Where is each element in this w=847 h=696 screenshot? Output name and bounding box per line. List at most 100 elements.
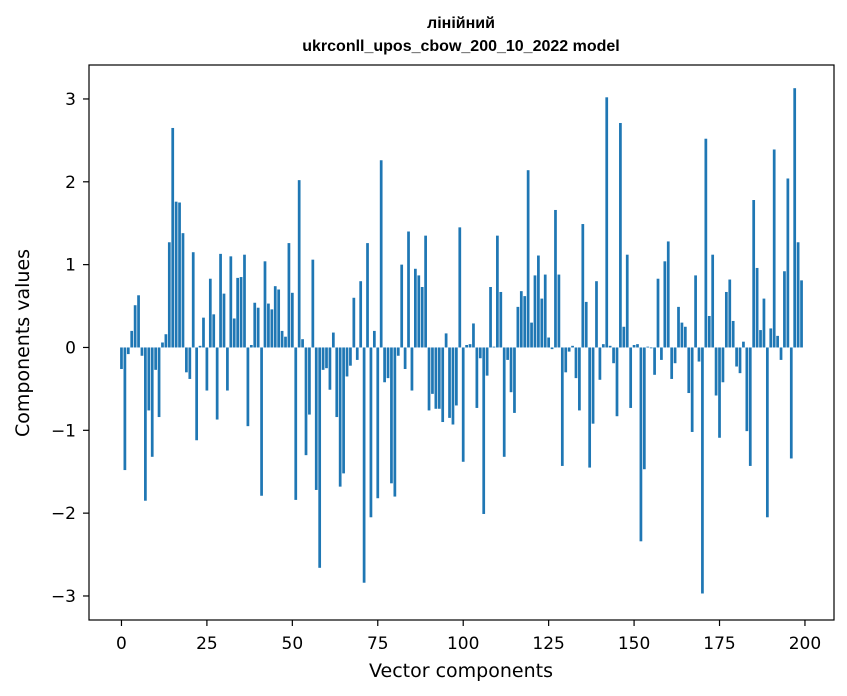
bar-144 [612,347,615,364]
bar-88 [420,287,424,348]
bar-64 [338,347,342,487]
bar-119 [526,170,530,348]
bar-43 [267,303,270,348]
bar-91 [431,347,434,394]
bar-132 [571,345,574,348]
bar-10 [154,347,157,370]
bar-25 [205,347,209,391]
bar-81 [396,347,400,356]
bar-77 [383,347,386,383]
bar-160 [666,241,670,348]
bar-187 [759,330,762,348]
bar-47 [280,330,284,348]
bar-158 [660,347,663,360]
bar-21 [191,252,195,348]
bar-67 [349,347,352,366]
bar-70 [359,281,363,348]
bar-3 [130,330,134,348]
bar-82 [400,264,404,348]
bar-15 [171,127,175,348]
bar-171 [704,138,708,348]
bar-69 [355,347,359,360]
bar-60 [325,347,328,369]
bar-179 [731,320,735,348]
bar-169 [697,347,701,362]
bar-141 [601,344,605,348]
bar-178 [728,279,732,348]
bar-45 [273,286,277,348]
bar-22 [195,347,199,441]
bar-33 [232,318,236,348]
bar-98 [455,347,458,406]
bar-106 [482,347,486,514]
bar-101 [465,344,468,348]
bar-183 [745,347,749,432]
bar-99 [458,227,462,348]
bar-139 [595,281,598,348]
bar-32 [229,256,233,348]
bar-110 [496,235,499,348]
bar-116 [516,306,520,348]
bar-76 [379,160,383,348]
bar-150 [632,344,636,348]
x-tick-label: 25 [196,634,218,654]
bar-14 [167,242,171,348]
bar-149 [629,347,633,408]
bar-28 [215,347,219,420]
chart-title-line-2: ukrconll_upos_cbow_200_10_2022 model [302,38,619,55]
bar-55 [308,347,311,415]
bar-9 [150,347,154,457]
bar-161 [670,347,674,379]
bar-190 [769,328,773,348]
bar-59 [321,347,325,370]
bar-136 [584,301,588,348]
bar-176 [721,347,725,383]
bar-194 [783,271,786,348]
bar-62 [331,332,335,348]
bar-53 [301,339,304,348]
bar-130 [564,347,568,373]
bar-11 [157,347,161,418]
bar-92 [434,347,438,409]
bar-96 [448,347,451,418]
bar-73 [369,347,373,518]
bar-177 [724,291,728,348]
bar-198 [796,242,800,348]
bar-103 [472,323,475,348]
bar-49 [287,243,291,348]
bar-30 [222,293,226,348]
bar-196 [789,347,793,459]
bar-128 [557,274,561,348]
bar-137 [588,347,592,468]
bar-40 [256,307,260,348]
bar-50 [290,292,294,348]
x-tick-label: 0 [116,634,127,654]
bar-157 [656,278,660,348]
bar-17 [178,202,181,348]
bar-89 [424,235,427,348]
bar-68 [352,297,356,348]
x-tick-label: 125 [532,634,564,654]
bar-27 [212,314,216,348]
bar-182 [742,341,745,348]
bar-86 [414,268,417,348]
bar-153 [642,347,646,470]
bar-61 [328,347,332,390]
bar-197 [793,88,797,348]
bar-102 [468,344,472,348]
bar-24 [202,317,205,348]
bar-164 [680,322,684,348]
y-tick-label: −2 [51,504,76,524]
bar-series [120,88,803,594]
bar-1 [123,347,127,471]
bar-0 [120,347,123,370]
bar-75 [376,347,380,499]
plot-frame [88,64,835,621]
bar-195 [786,178,790,348]
bar-36 [243,254,246,348]
bar-6 [140,347,144,356]
bar-146 [619,122,622,348]
bar-181 [738,347,742,374]
bar-51 [294,347,298,500]
bar-165 [683,326,687,348]
